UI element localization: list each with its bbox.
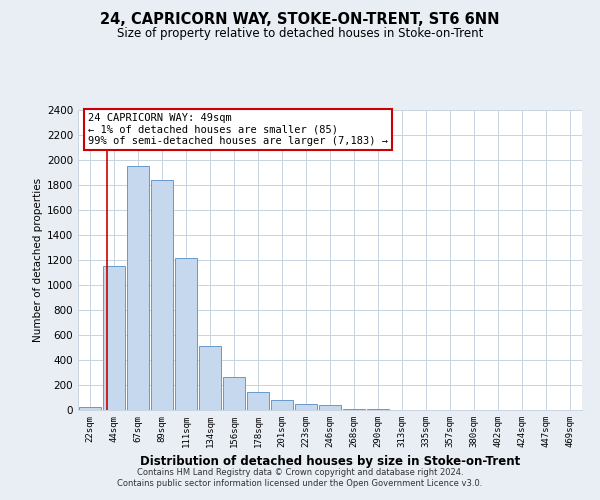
Bar xyxy=(271,400,293,410)
Bar xyxy=(247,392,269,410)
Bar xyxy=(199,346,221,410)
Text: Contains HM Land Registry data © Crown copyright and database right 2024.
Contai: Contains HM Land Registry data © Crown c… xyxy=(118,468,482,487)
Bar xyxy=(127,166,149,410)
Bar xyxy=(223,377,245,410)
Bar xyxy=(151,180,173,410)
Bar xyxy=(175,258,197,410)
Text: 24, CAPRICORN WAY, STOKE-ON-TRENT, ST6 6NN: 24, CAPRICORN WAY, STOKE-ON-TRENT, ST6 6… xyxy=(100,12,500,28)
Y-axis label: Number of detached properties: Number of detached properties xyxy=(33,178,43,342)
Bar xyxy=(103,266,125,410)
Bar xyxy=(79,407,101,410)
Text: Size of property relative to detached houses in Stoke-on-Trent: Size of property relative to detached ho… xyxy=(117,28,483,40)
Bar xyxy=(295,404,317,410)
Bar xyxy=(343,409,365,410)
X-axis label: Distribution of detached houses by size in Stoke-on-Trent: Distribution of detached houses by size … xyxy=(140,456,520,468)
Text: 24 CAPRICORN WAY: 49sqm
← 1% of detached houses are smaller (85)
99% of semi-det: 24 CAPRICORN WAY: 49sqm ← 1% of detached… xyxy=(88,113,388,146)
Bar xyxy=(319,405,341,410)
